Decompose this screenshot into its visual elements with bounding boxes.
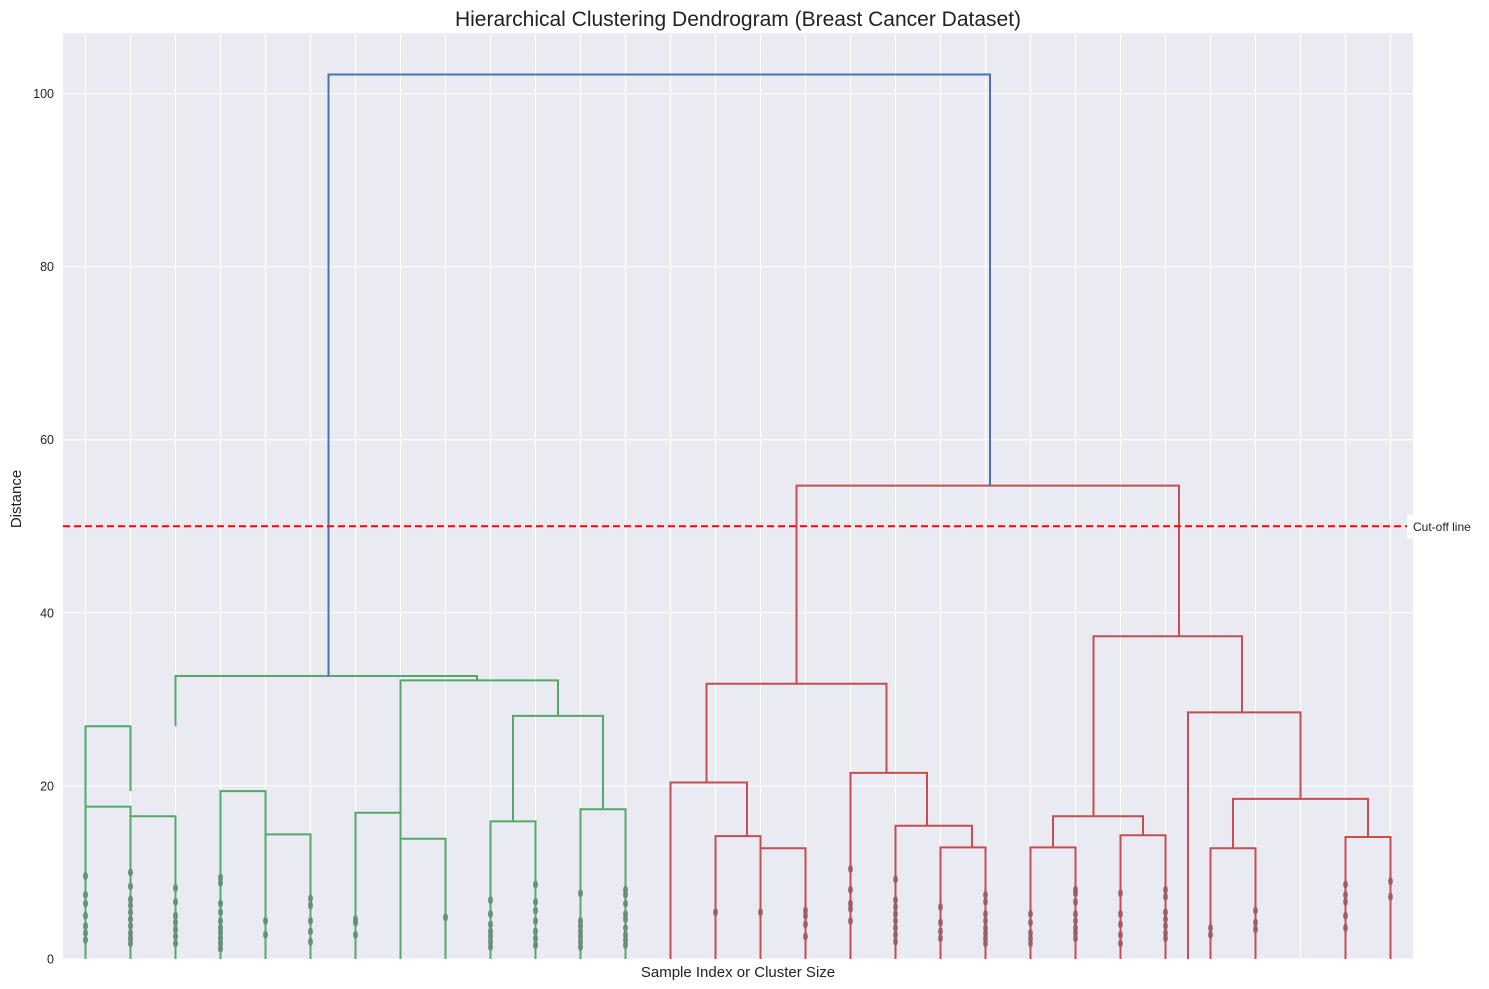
dendrogram-link-15 [849, 771, 928, 959]
dendrogram-link-11 [174, 675, 478, 727]
dendrogram-link-26 [1092, 635, 1243, 817]
x-axis-label: Sample Index or Cluster Size [641, 964, 835, 981]
dendrogram-link-17 [939, 846, 987, 959]
dendrogram-link-28 [327, 73, 991, 677]
dendrogram-link-13 [714, 835, 762, 959]
dendrogram-link-23 [1344, 835, 1392, 959]
y-axis-label: Distance [8, 470, 25, 528]
dendrogram-link-19 [1029, 846, 1077, 959]
y-tick-label-100: 100 [33, 87, 54, 101]
dendrogram-link-27 [795, 484, 1180, 684]
dendrogram-link-2 [84, 725, 132, 807]
dendrogram-link-25 [1187, 711, 1302, 959]
dendrogram-link-5 [354, 811, 402, 959]
dendrogram-links [84, 73, 1392, 959]
cutoff-group: Cut-off line [63, 514, 1487, 539]
y-tick-label-60: 60 [40, 433, 54, 447]
dendrogram-link-1 [129, 815, 177, 959]
dendrogram-link-9 [512, 714, 604, 822]
y-tick-label-20: 20 [40, 779, 54, 793]
dendrogram-link-3 [219, 790, 267, 959]
dendrogram-link-20 [1052, 815, 1144, 848]
y-tick-label-80: 80 [40, 260, 54, 274]
cutoff-label-box [1407, 514, 1487, 539]
dendrogram-link-4 [264, 833, 312, 959]
y-tick-label-40: 40 [40, 606, 54, 620]
y-tick-label-0: 0 [47, 953, 54, 967]
dendrogram-link-6 [399, 837, 447, 959]
dendrogram-link-16 [894, 824, 973, 959]
dendrogram-link-14 [759, 847, 807, 959]
y-tick-labels: 0 20 40 60 80 100 [33, 87, 54, 966]
grid-lines [63, 33, 1413, 960]
cutoff-label: Cut-off line [1413, 520, 1471, 534]
dendrogram-link-12 [669, 781, 748, 959]
dendrogram-link-10 [399, 679, 559, 813]
dendrogram-link-21 [1119, 834, 1167, 959]
chart-title: Hierarchical Clustering Dendrogram (Brea… [455, 8, 1021, 31]
